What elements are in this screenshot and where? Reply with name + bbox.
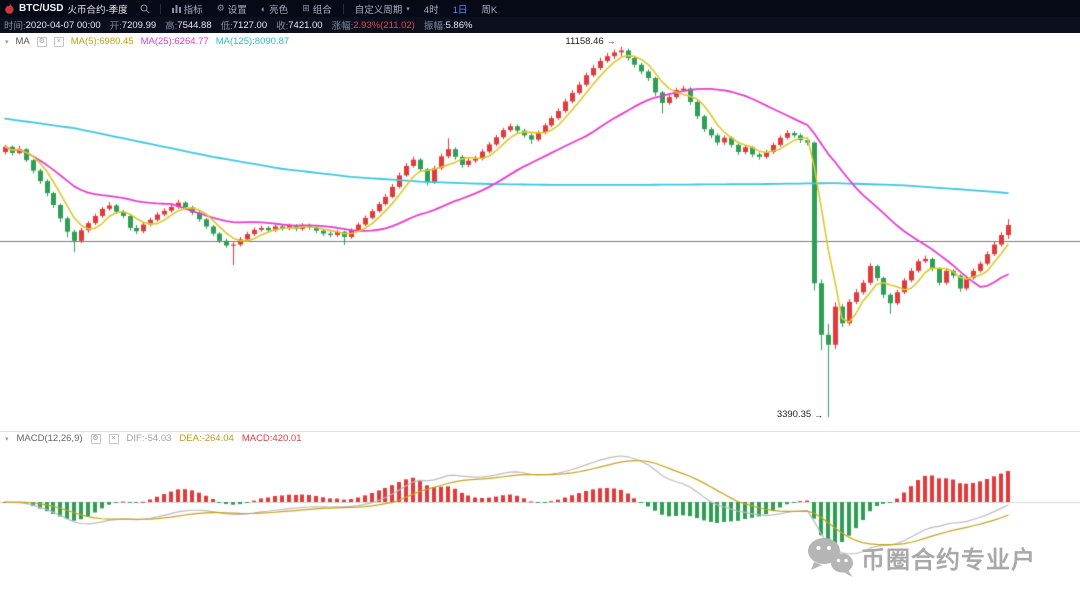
toolbar-button-1d[interactable]: 1日 — [446, 2, 475, 16]
macd-title: MACD(12,26,9) — [16, 433, 83, 444]
ma125-value: MA(125):8090.87 — [215, 36, 290, 47]
price-chart-panel: ▾ MA ⚙ × MA(5):6980.45 MA(25):6264.77 MA… — [0, 33, 1080, 431]
toolbar-button-theme[interactable]: ◐ 亮色 — [254, 2, 295, 16]
info-low: 低: 7127.00 — [220, 19, 268, 33]
watermark: 币圈合约专业户 — [806, 536, 1036, 578]
huobi-flame-icon — [5, 3, 14, 14]
ma-legend: ▾ MA ⚙ × MA(5):6980.45 MA(25):6264.77 MA… — [5, 36, 289, 47]
macd-legend: ▾ MACD(12,26,9) ⚙ × DIF:-54.03 DEA:-264.… — [0, 431, 1080, 445]
high-price-text: 11158.46 — [565, 35, 604, 47]
gear-icon: ⚙ — [216, 3, 225, 13]
search-icon[interactable] — [134, 4, 156, 14]
info-time: 时间: 2020-04-07 00:00 — [4, 19, 101, 33]
top-toolbar: BTC/USD 火币合约-季度 指标 ⚙ 设置 ◐ 亮色 ⊞ 组合 自定义周期 — [0, 0, 1080, 17]
dif-value: DIF:-54.03 — [126, 433, 172, 444]
toolbar-label-weekly: 周K — [481, 4, 498, 16]
macd-chart-canvas[interactable] — [0, 445, 1080, 614]
collapse-caret-icon[interactable]: ▾ — [5, 435, 9, 443]
toolbar-separator — [342, 3, 344, 14]
dea-value: DEA:-264.04 — [179, 433, 234, 444]
ma-close-button[interactable]: × — [53, 36, 64, 47]
toolbar-label-4h: 4时 — [423, 4, 439, 16]
toolbar-label-settings: 设置 — [227, 4, 247, 16]
wechat-icon — [808, 538, 853, 577]
high-price-annotation: 11158.46 → — [565, 36, 615, 47]
info-amplitude: 振幅: 5.86% — [423, 19, 473, 33]
theme-icon: ◐ — [260, 3, 267, 14]
chevron-down-icon: ▾ — [406, 5, 410, 13]
toolbar-label-theme: 亮色 — [269, 4, 289, 16]
macd-value: MACD:420.01 — [241, 433, 302, 444]
info-change: 涨幅: 2.93%(211.02) — [331, 19, 415, 33]
info-close: 收: 7421.00 — [276, 19, 323, 33]
price-chart-canvas[interactable] — [0, 33, 1080, 431]
low-price-annotation: 3390.35 → — [777, 409, 823, 420]
collapse-caret-icon[interactable]: ▾ — [5, 38, 9, 46]
ma25-value: MA(25):6264.77 — [140, 36, 209, 47]
macd-settings-button[interactable]: ⚙ — [90, 433, 101, 444]
toolbar-button-settings[interactable]: ⚙ 设置 — [210, 2, 254, 16]
ma5-value: MA(5):6980.45 — [70, 36, 134, 47]
toolbar-label-indicators: 指标 — [183, 4, 203, 16]
symbol: BTC/USD — [19, 3, 64, 14]
toolbar-button-custom-period[interactable]: 自定义周期 ▾ — [348, 2, 417, 16]
toolbar-button-weekly[interactable]: 周K — [474, 2, 504, 16]
arrow-right-icon: → — [814, 409, 824, 420]
ma-settings-button[interactable]: ⚙ — [36, 36, 47, 47]
info-open: 开: 7209.99 — [109, 19, 157, 33]
indicator-chart-icon — [171, 4, 181, 13]
toolbar-button-4h[interactable]: 4时 — [417, 2, 446, 16]
toolbar-label-custom-period: 自定义周期 — [354, 4, 403, 16]
symbol-title: BTC/USD 火币合约-季度 — [19, 2, 128, 16]
ma-title: MA — [15, 36, 30, 47]
toolbar-label-1d: 1日 — [452, 4, 468, 16]
toolbar-separator — [159, 3, 161, 14]
toolbar-button-indicators[interactable]: 指标 — [165, 2, 210, 16]
arrow-right-icon: → — [606, 36, 616, 47]
contract-name: 火币合约-季度 — [67, 4, 128, 16]
low-price-text: 3390.35 — [776, 409, 812, 421]
info-high: 高: 7544.88 — [165, 19, 212, 33]
watermark-text: 币圈合约专业户 — [861, 546, 1036, 574]
info-bar: 时间: 2020-04-07 00:00 开: 7209.99 高: 7544.88 … — [0, 17, 1080, 33]
macd-close-button[interactable]: × — [108, 433, 119, 444]
toolbar-label-layout: 组合 — [312, 4, 332, 16]
toolbar-button-layout[interactable]: ⊞ 组合 — [295, 2, 339, 16]
layout-icon: ⊞ — [302, 3, 310, 13]
